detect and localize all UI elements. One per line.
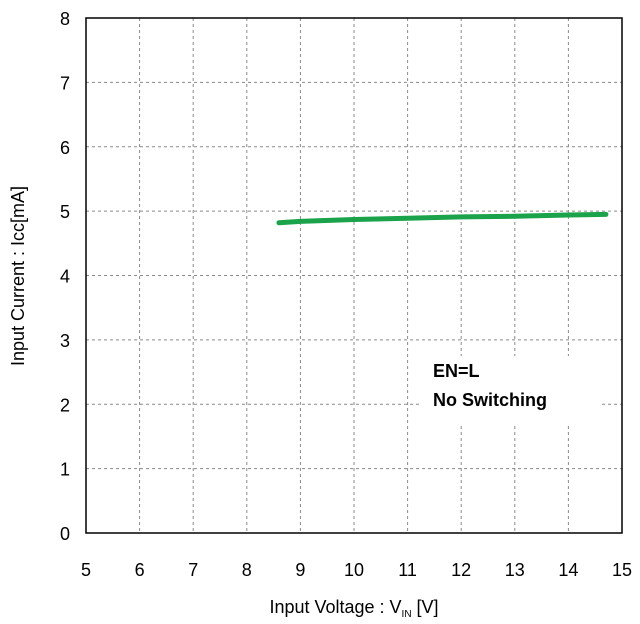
x-tick-label: 10 xyxy=(344,560,364,580)
y-tick-label: 6 xyxy=(60,138,70,158)
x-tick-label: 9 xyxy=(295,560,305,580)
y-tick-label: 5 xyxy=(60,202,70,222)
plot-border xyxy=(85,17,623,534)
y-tick-label: 4 xyxy=(60,267,70,287)
x-tick-label: 11 xyxy=(398,560,417,580)
y-tick-label: 8 xyxy=(60,9,70,29)
annotation-en-l: EN=L xyxy=(433,361,480,381)
y-tick-labels: 0 1 2 3 4 5 6 7 8 xyxy=(60,9,70,544)
x-tick-label: 6 xyxy=(135,560,145,580)
x-tick-label: 15 xyxy=(612,560,632,580)
y-tick-label: 1 xyxy=(60,460,70,480)
x-axis-label-subscript: IN xyxy=(402,609,412,620)
x-tick-label: 7 xyxy=(188,560,198,580)
annotation-no-switching: No Switching xyxy=(433,390,547,410)
series-line xyxy=(276,211,609,226)
y-axis-label: Input Current : Icc[mA] xyxy=(8,186,28,366)
y-tick-label: 7 xyxy=(60,73,70,93)
x-tick-label: 5 xyxy=(81,560,91,580)
y-tick-label: 0 xyxy=(60,524,70,544)
x-axis-label: Input Voltage : VIN [V] xyxy=(269,597,438,620)
series-layer xyxy=(276,211,609,226)
y-tick-label: 3 xyxy=(60,331,70,351)
x-tick-label: 14 xyxy=(558,560,578,580)
x-axis-label-unit: [V] xyxy=(412,597,439,617)
x-tick-labels: 5 6 7 8 9 10 11 12 13 14 15 xyxy=(81,560,632,580)
x-tick-label: 13 xyxy=(505,560,525,580)
x-tick-label: 8 xyxy=(242,560,252,580)
x-axis-label-main: Input Voltage : V xyxy=(269,597,401,617)
annotation-background xyxy=(422,356,602,424)
y-tick-label: 2 xyxy=(60,395,70,415)
x-tick-label: 12 xyxy=(451,560,471,580)
